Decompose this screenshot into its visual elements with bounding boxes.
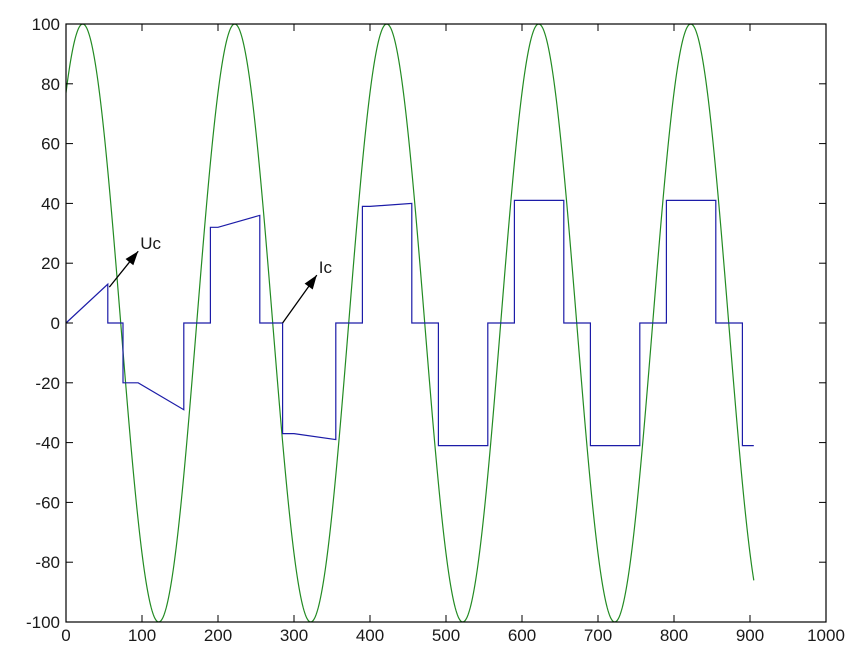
annotation-label-1: Uc xyxy=(140,234,161,253)
annotation-label-2: Ic xyxy=(319,258,333,277)
y-tick-label-80: 80 xyxy=(41,75,60,94)
annotation-arrowhead-1 xyxy=(125,251,139,266)
x-tick-label-300: 300 xyxy=(280,626,308,645)
y-tick-label--40: -40 xyxy=(35,434,60,453)
y-tick-label-100: 100 xyxy=(32,15,60,34)
x-tick-label-1000: 1000 xyxy=(807,626,845,645)
y-tick-label-20: 20 xyxy=(41,254,60,273)
x-tick-label-700: 700 xyxy=(584,626,612,645)
x-tick-label-900: 900 xyxy=(736,626,764,645)
x-tick-label-0: 0 xyxy=(61,626,70,645)
y-tick-label--60: -60 xyxy=(35,493,60,512)
series-line-2 xyxy=(66,199,754,447)
annotation-arrowhead-2 xyxy=(304,275,317,290)
series-group xyxy=(66,24,755,622)
y-tick-label-60: 60 xyxy=(41,135,60,154)
annotations: Uc Ic xyxy=(108,234,333,324)
y-tick-label--80: -80 xyxy=(35,553,60,572)
y-tick-label--20: -20 xyxy=(35,374,60,393)
x-tick-label-500: 500 xyxy=(432,626,460,645)
x-tick-label-600: 600 xyxy=(508,626,536,645)
y-tick-label-40: 40 xyxy=(41,194,60,213)
x-tick-label-100: 100 xyxy=(128,626,156,645)
axes: 0 100 200 300 400 500 600 700 800 900 1000-100-80-… xyxy=(26,15,845,645)
x-tick-label-400: 400 xyxy=(356,626,384,645)
x-tick-label-800: 800 xyxy=(660,626,688,645)
series-line-1 xyxy=(66,24,755,622)
y-tick-label--100: -100 xyxy=(26,613,60,632)
x-tick-label-200: 200 xyxy=(204,626,232,645)
y-tick-label-0: 0 xyxy=(51,314,60,333)
plot-area xyxy=(66,24,755,622)
